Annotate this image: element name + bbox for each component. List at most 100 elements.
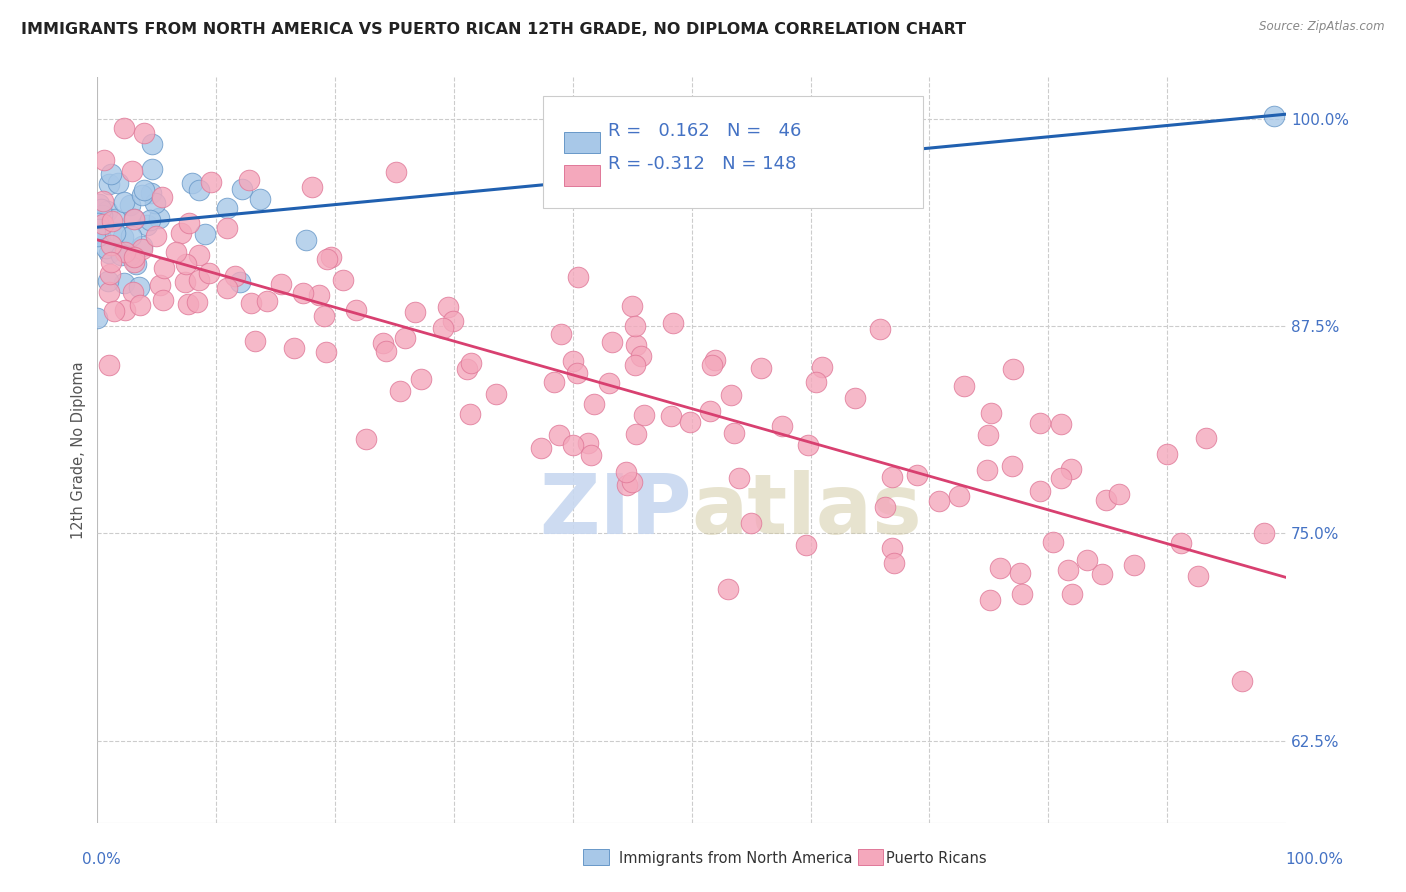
Point: [174, 256, 197, 270]
Point: [1001, 459, 1024, 474]
Point: [270, 277, 292, 292]
Point: [1195, 431, 1218, 445]
Point: [948, 489, 970, 503]
Text: IMMIGRANTS FROM NORTH AMERICA VS PUERTO RICAN 12TH GRADE, NO DIPLOMA CORRELATION: IMMIGRANTS FROM NORTH AMERICA VS PUERTO …: [21, 22, 966, 37]
Point: [114, 303, 136, 318]
Point: [740, 516, 762, 531]
Point: [928, 494, 950, 508]
Point: [200, 175, 222, 189]
Point: [1170, 536, 1192, 550]
Point: [749, 361, 772, 376]
Point: [194, 227, 217, 241]
Point: [96, 204, 118, 219]
Point: [104, 212, 127, 227]
Point: [1050, 471, 1073, 485]
Point: [139, 186, 162, 201]
Point: [134, 126, 156, 140]
Point: [93, 153, 115, 167]
Point: [1091, 566, 1114, 581]
Point: [806, 375, 828, 389]
Point: [411, 372, 433, 386]
Point: [215, 201, 238, 215]
Point: [97, 358, 120, 372]
Point: [103, 303, 125, 318]
Text: ZIP: ZIP: [538, 470, 692, 550]
Point: [1059, 462, 1081, 476]
Point: [811, 360, 834, 375]
Point: [224, 269, 246, 284]
Point: [659, 409, 682, 424]
Point: [187, 183, 209, 197]
Point: [177, 216, 200, 230]
Point: [153, 261, 176, 276]
Point: [231, 181, 253, 195]
Text: Immigrants from North America: Immigrants from North America: [619, 851, 852, 865]
Point: [485, 387, 508, 401]
Text: R = -0.312   N = 148: R = -0.312 N = 148: [609, 155, 797, 173]
Point: [346, 303, 368, 318]
Point: [87, 228, 110, 243]
Point: [135, 218, 157, 232]
Bar: [564, 132, 600, 153]
Point: [181, 176, 204, 190]
Point: [1062, 586, 1084, 600]
Point: [131, 187, 153, 202]
Point: [385, 165, 408, 179]
Point: [882, 541, 904, 555]
Point: [1042, 535, 1064, 549]
Point: [316, 252, 339, 266]
Point: [548, 428, 571, 442]
Point: [600, 334, 623, 349]
Point: [616, 478, 638, 492]
Point: [249, 192, 271, 206]
Text: Puerto Ricans: Puerto Ricans: [886, 851, 987, 865]
Point: [581, 448, 603, 462]
Point: [598, 376, 620, 390]
Point: [96, 242, 118, 256]
Point: [141, 162, 163, 177]
Point: [1094, 492, 1116, 507]
Point: [624, 337, 647, 351]
Point: [86, 310, 108, 325]
Point: [187, 248, 209, 262]
Point: [388, 384, 411, 398]
Point: [86, 216, 108, 230]
Point: [562, 354, 585, 368]
Point: [149, 278, 172, 293]
Point: [143, 196, 166, 211]
Point: [174, 275, 197, 289]
Text: Source: ZipAtlas.com: Source: ZipAtlas.com: [1260, 20, 1385, 33]
Point: [187, 273, 209, 287]
Point: [170, 227, 193, 241]
Point: [114, 277, 136, 291]
Point: [980, 406, 1002, 420]
Point: [100, 254, 122, 268]
Point: [1156, 447, 1178, 461]
Point: [118, 247, 141, 261]
Point: [662, 316, 685, 330]
Point: [979, 592, 1001, 607]
Point: [869, 321, 891, 335]
Point: [456, 361, 478, 376]
Point: [796, 438, 818, 452]
Point: [110, 247, 132, 261]
Point: [197, 266, 219, 280]
Point: [291, 285, 314, 300]
Point: [89, 197, 111, 211]
Point: [122, 212, 145, 227]
Y-axis label: 12th Grade, No Diploma: 12th Grade, No Diploma: [72, 361, 86, 540]
Point: [794, 538, 817, 552]
Point: [543, 375, 565, 389]
Point: [633, 409, 655, 423]
Point: [294, 233, 316, 247]
Point: [624, 358, 647, 372]
Point: [1057, 563, 1080, 577]
Point: [1230, 673, 1253, 688]
Point: [441, 314, 464, 328]
Point: [624, 319, 647, 334]
Point: [215, 281, 238, 295]
Point: [976, 462, 998, 476]
Point: [240, 295, 263, 310]
Point: [186, 294, 208, 309]
Point: [565, 366, 588, 380]
